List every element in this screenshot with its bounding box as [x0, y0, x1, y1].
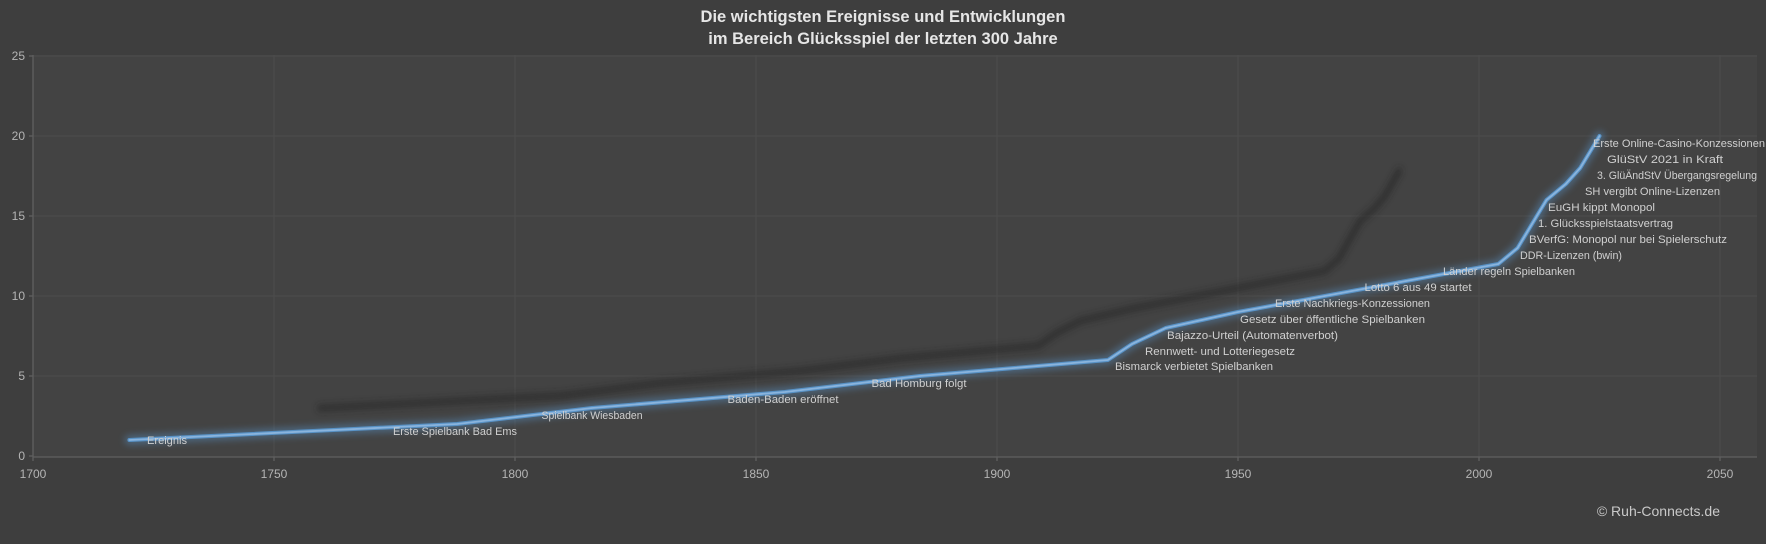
copyright-credit: © Ruh-Connects.de: [1596, 503, 1720, 519]
data-label-point-6: Bismarck verbietet Spielbanken: [1115, 361, 1273, 373]
data-label-point-7: Rennwett- und Lotteriegesetz: [1145, 346, 1295, 358]
x-tick-labels: 1700 1750 1800 1850 1900 1950 2000 2050: [20, 467, 1734, 481]
y-tick-label: 25: [12, 49, 26, 63]
y-tick-label: 5: [18, 369, 25, 383]
y-tick-labels: 0 5 10 15 20 25: [12, 49, 26, 463]
x-tick-label: 1850: [743, 467, 770, 481]
data-label-point-19: GlüStV 2021 in Kraft: [1607, 154, 1723, 166]
series-line-core: [128, 135, 1601, 441]
data-label-point-16: EuGH kippt Monopol: [1548, 202, 1655, 214]
y-tick-label: 15: [12, 209, 26, 223]
series-shadow: [316, 167, 1403, 412]
data-label-point-3: Spielbank Wiesbaden: [542, 410, 643, 422]
y-tick-label: 20: [12, 129, 26, 143]
series-shadow-line: [316, 167, 1403, 412]
data-label-point-20: Erste Online-Casino-Konzessionen: [1593, 138, 1765, 150]
x-tick-label: 1700: [20, 467, 47, 481]
data-label-point-13: DDR-Lizenzen (bwin): [1520, 250, 1622, 262]
gridlines: [33, 55, 1757, 457]
y-tick-label: 0: [18, 449, 25, 463]
x-tick-label: 1900: [984, 467, 1011, 481]
axes: [29, 55, 1757, 461]
x-tick-label: 1750: [261, 467, 288, 481]
data-label-point-5: Bad Homburg folgt: [872, 378, 967, 390]
data-label-point-4: Baden-Baden eröffnet: [728, 394, 839, 406]
plot-area: [33, 55, 1757, 457]
data-label-point-10: Erste Nachkriegs-Konzessionen: [1275, 298, 1430, 310]
x-tick-label: 2000: [1466, 467, 1493, 481]
data-label-point-14: BVerfG: Monopol nur bei Spielerschutz: [1529, 234, 1727, 246]
y-tick-label: 10: [12, 289, 26, 303]
x-tick-label: 1950: [1225, 467, 1252, 481]
x-tick-label: 2050: [1707, 467, 1734, 481]
data-label-point-1: Ereignis: [147, 435, 187, 447]
data-label-point-17: SH vergibt Online-Lizenzen: [1585, 186, 1720, 198]
data-label-point-2: Erste Spielbank Bad Ems: [393, 426, 517, 438]
data-label-point-12: Länder regeln Spielbanken: [1443, 266, 1575, 278]
data-label-point-8: Bajazzo-Urteil (Automatenverbot): [1167, 330, 1338, 342]
data-label-point-11: Lotto 6 aus 49 startet: [1365, 282, 1472, 294]
data-label-point-15: 1. Glücksspielstaatsvertrag: [1538, 218, 1673, 230]
data-label-point-9: Gesetz über öffentliche Spielbanken: [1240, 314, 1425, 326]
x-tick-label: 1800: [502, 467, 529, 481]
data-labels: Ereignis Erste Spielbank Bad Ems Spielbank…: [147, 138, 1765, 447]
data-label-point-18: 3. GlüÄndStV Übergangsregelung: [1597, 170, 1757, 182]
